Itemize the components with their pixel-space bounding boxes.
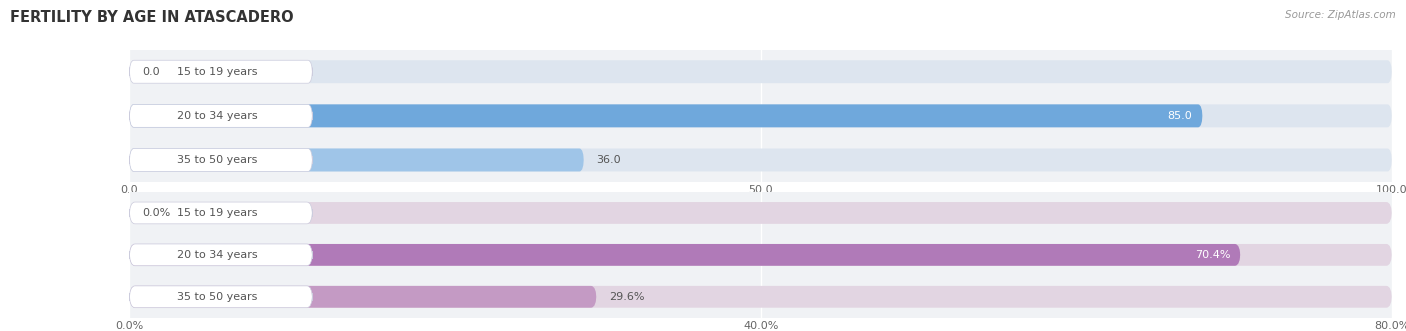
FancyBboxPatch shape <box>129 286 1392 308</box>
Text: 36.0: 36.0 <box>596 155 621 165</box>
FancyBboxPatch shape <box>129 286 312 308</box>
FancyBboxPatch shape <box>129 104 312 127</box>
Text: 15 to 19 years: 15 to 19 years <box>177 67 257 77</box>
Text: 20 to 34 years: 20 to 34 years <box>177 111 257 121</box>
FancyBboxPatch shape <box>129 104 1202 127</box>
FancyBboxPatch shape <box>129 60 1392 83</box>
FancyBboxPatch shape <box>129 244 312 266</box>
Text: 20 to 34 years: 20 to 34 years <box>177 250 257 260</box>
FancyBboxPatch shape <box>129 244 1392 266</box>
Text: 85.0: 85.0 <box>1168 111 1192 121</box>
Text: 0.0: 0.0 <box>142 67 160 77</box>
Text: Source: ZipAtlas.com: Source: ZipAtlas.com <box>1285 10 1396 20</box>
Text: 0.0%: 0.0% <box>142 208 170 218</box>
FancyBboxPatch shape <box>129 149 1392 171</box>
Text: 35 to 50 years: 35 to 50 years <box>177 292 257 302</box>
Text: 70.4%: 70.4% <box>1195 250 1230 260</box>
FancyBboxPatch shape <box>129 60 312 83</box>
Text: 29.6%: 29.6% <box>609 292 644 302</box>
FancyBboxPatch shape <box>129 149 312 171</box>
FancyBboxPatch shape <box>129 202 1392 224</box>
FancyBboxPatch shape <box>129 202 312 224</box>
FancyBboxPatch shape <box>129 286 596 308</box>
Text: FERTILITY BY AGE IN ATASCADERO: FERTILITY BY AGE IN ATASCADERO <box>10 10 294 25</box>
FancyBboxPatch shape <box>129 104 1392 127</box>
Text: 35 to 50 years: 35 to 50 years <box>177 155 257 165</box>
Text: 15 to 19 years: 15 to 19 years <box>177 208 257 218</box>
FancyBboxPatch shape <box>129 244 1240 266</box>
FancyBboxPatch shape <box>129 149 583 171</box>
